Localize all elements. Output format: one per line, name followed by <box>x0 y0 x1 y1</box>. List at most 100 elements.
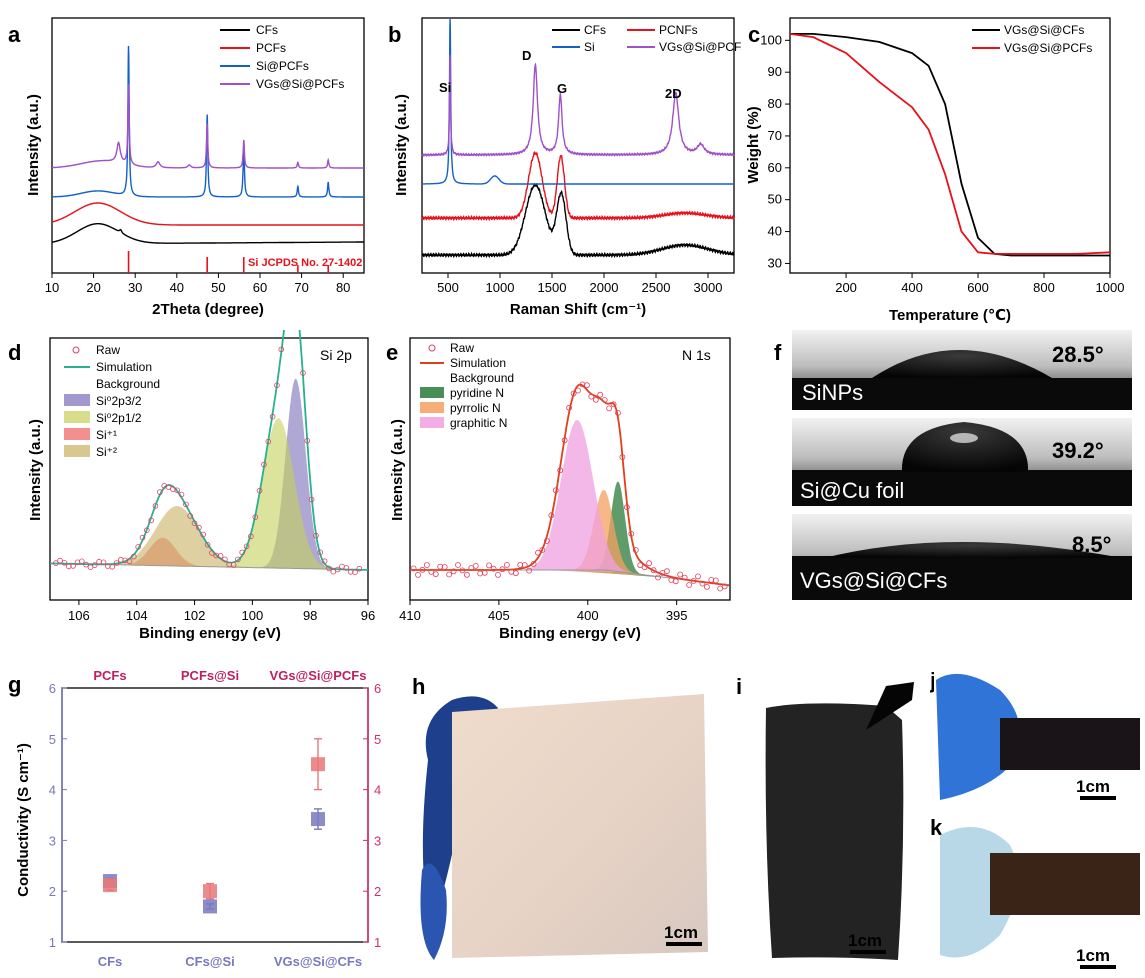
xrd-curves <box>51 45 364 244</box>
xps-curves <box>50 330 377 576</box>
legend-label: VGs@Si@PCFs <box>659 40 742 54</box>
x-tick-label: 400 <box>577 608 599 623</box>
raw-point <box>308 496 315 503</box>
raw-point <box>83 561 89 568</box>
panel-label: a <box>8 22 21 47</box>
raw-point <box>721 583 728 590</box>
fit-component-1 <box>197 418 360 570</box>
scale-bar <box>1080 965 1116 969</box>
raw-point <box>330 568 337 575</box>
raman-curve-Si <box>422 18 734 185</box>
raw-point <box>650 567 657 574</box>
panel-b-raman: b CFs PCNFs Si VGs@Si@PCFs Si D G 2D 500 100… <box>388 17 742 318</box>
right-y-tick-label: 6 <box>374 681 381 696</box>
raw-point <box>663 568 670 575</box>
raw-point <box>552 487 559 494</box>
legend-swatch <box>420 402 444 413</box>
raw-point <box>672 578 679 585</box>
raw-point <box>66 563 72 570</box>
raw-point <box>424 562 430 569</box>
data-point-CFs@Si <box>203 899 217 914</box>
panel-a-xrd: a Si JCPDS No. 27-1402 CFs PCFs Si@PCFs VGs… <box>8 17 365 318</box>
raman-curve-PCNFs <box>421 150 735 222</box>
raw-point <box>699 580 706 587</box>
x-tick-label: 96 <box>361 608 375 623</box>
plot-frame <box>49 337 369 601</box>
scale-bar <box>1080 796 1116 800</box>
legend-label: Si⁺² <box>96 445 117 459</box>
right-y-tick-label: 3 <box>374 833 381 848</box>
peak-label-2d: 2D <box>665 86 682 101</box>
x-tick-label: 3000 <box>694 280 723 295</box>
x-tick-label: 600 <box>967 280 989 295</box>
raw-point <box>535 549 541 556</box>
right-y-tick-label: 2 <box>374 884 381 899</box>
legend: VGs@Si@CFs VGs@Si@PCFs <box>972 23 1092 55</box>
x-tick-label: 2500 <box>642 280 671 295</box>
xrd-curve-VGs@Si@PCFs <box>52 83 364 169</box>
sample-name: SiNPs <box>802 380 863 405</box>
contact-angle-value: 8.5° <box>1072 532 1111 557</box>
raman-curves <box>421 18 735 259</box>
left-y-tick-label: 1 <box>49 935 56 950</box>
y-tick-label: 30 <box>768 255 782 270</box>
raw-point <box>139 534 146 541</box>
panel-label: i <box>736 674 742 699</box>
x-tick-label: 30 <box>128 280 142 295</box>
raw-point <box>477 570 484 577</box>
raw-point <box>561 437 568 444</box>
raw-point <box>326 565 332 572</box>
panel-i-photo: i 1cm <box>736 674 914 960</box>
raw-point <box>717 585 724 592</box>
top-category: PCFs <box>93 668 126 683</box>
axis-ticks: 200 400 600 800 1000 30 40 50 60 70 80 90 100 <box>760 32 1124 295</box>
raw-point <box>464 571 470 578</box>
raw-point <box>200 531 207 538</box>
raw-point <box>446 571 452 578</box>
top-category: VGs@Si@PCFs <box>270 668 367 683</box>
x-tick-label: 100 <box>242 608 264 623</box>
raw-point <box>152 503 159 509</box>
tweezers <box>866 682 914 730</box>
glove <box>936 673 1021 800</box>
reference-label: Si JCPDS No. 27-1402 <box>248 257 362 269</box>
x-tick-label: 800 <box>1033 280 1055 295</box>
y-tick-label: 60 <box>768 160 782 175</box>
right-y-tick-label: 5 <box>374 732 381 747</box>
raw-point <box>352 569 358 576</box>
plot-frame <box>409 337 731 601</box>
raw-point <box>486 562 492 569</box>
x-tick-label: 1000 <box>1096 280 1125 295</box>
raw-point <box>261 461 267 468</box>
spectrum-title: N 1s <box>682 347 711 363</box>
raw-point <box>606 405 613 412</box>
raw-point <box>539 546 546 553</box>
x-tick-label: 40 <box>170 280 184 295</box>
xrd-curve-PCFs <box>51 202 364 226</box>
legend-label: Simulation <box>450 356 506 370</box>
y-tick-label: 80 <box>768 96 782 111</box>
legend-swatch <box>64 445 90 457</box>
y-axis-title: Intensity (a.u.) <box>389 419 406 521</box>
x-axis-title: Binding energy (eV) <box>139 625 281 642</box>
raw-point <box>481 569 488 576</box>
y-axis-title: Conductivity (S cm⁻¹) <box>15 743 32 897</box>
x-ticks: 106 104 102 100 98 96 <box>68 600 375 623</box>
raw-point <box>209 550 215 556</box>
y-tick-label: 100 <box>760 32 782 47</box>
bottom-category: CFs@Si <box>185 954 235 969</box>
raw-point <box>646 560 653 567</box>
legend-label: Si⁺¹ <box>96 428 117 442</box>
legend-swatch <box>420 417 444 428</box>
x-axis-title: Temperature (℃) <box>889 307 1011 324</box>
raw-point <box>548 512 555 519</box>
xrd-curve-Si@PCFs <box>52 45 364 198</box>
legend-label: pyridine N <box>450 386 504 400</box>
raw-point <box>428 568 435 575</box>
raw-point <box>183 501 189 508</box>
legend: CFs PCFs Si@PCFs VGs@Si@PCFs <box>220 23 344 91</box>
raw-point <box>248 533 254 540</box>
bent-film <box>990 853 1140 915</box>
x-tick-label: 400 <box>901 280 923 295</box>
raw-point <box>274 382 280 389</box>
